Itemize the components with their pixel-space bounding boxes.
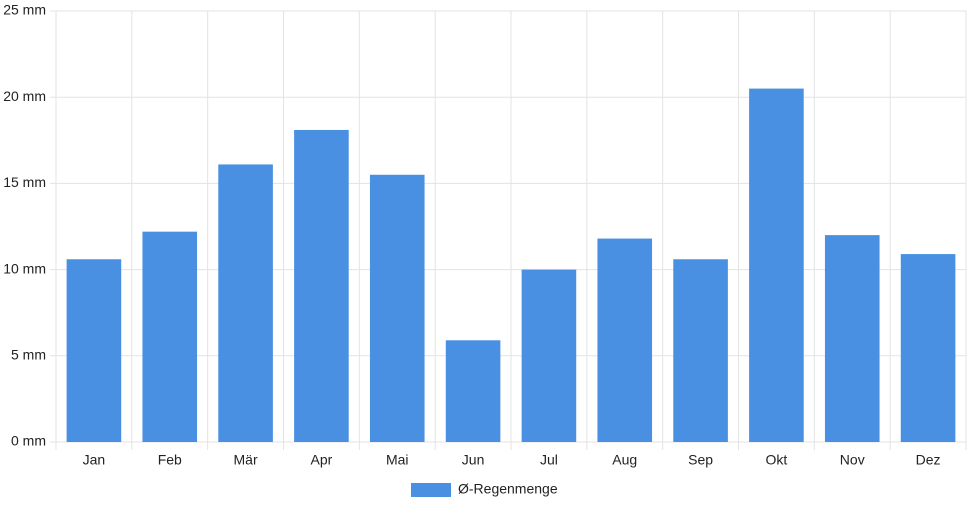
y-tick-label: 10 mm [3,260,46,276]
x-tick-label: Mär [234,452,258,468]
x-tick-label: Aug [612,452,637,468]
bar [521,269,577,442]
x-tick-label: Sep [688,452,713,468]
x-tick-label: Jul [540,452,558,468]
x-tick-label: Jun [462,452,485,468]
x-tick-label: Apr [311,452,333,468]
x-tick-label: Jan [83,452,106,468]
y-tick-label: 15 mm [3,174,46,190]
bar [369,174,425,442]
bar [294,129,349,442]
y-tick-label: 25 mm [3,2,46,18]
x-tick-label: Nov [840,452,865,468]
x-tick-label: Feb [158,452,182,468]
y-tick-label: 5 mm [11,347,46,363]
x-tick-label: Dez [916,452,941,468]
bar [673,259,728,442]
x-tick-label: Mai [386,452,409,468]
y-tick-label: 0 mm [11,433,46,449]
bar [749,88,804,442]
legend-swatch [411,483,451,497]
y-tick-label: 20 mm [3,88,46,104]
bar [597,238,653,442]
bar [142,231,198,442]
bar [900,254,956,442]
legend-label: Ø-Regenmenge [458,481,558,497]
bar [218,164,273,442]
bar [66,259,122,442]
bar [824,235,880,442]
x-tick-label: Okt [766,452,788,468]
bar [445,340,501,442]
